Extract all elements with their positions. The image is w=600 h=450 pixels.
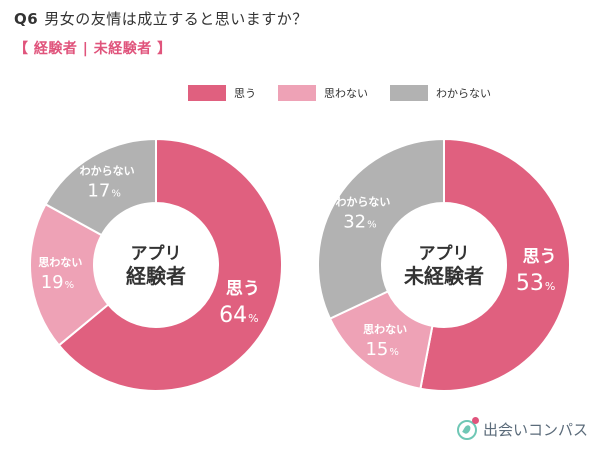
chart1-unit-disagree: % bbox=[65, 280, 75, 291]
legend-item-unsure: わからない bbox=[390, 85, 491, 101]
chart1-label-disagree: 思わない bbox=[38, 256, 82, 269]
legend-swatch-agree bbox=[188, 85, 226, 101]
chart1-unit-agree: % bbox=[248, 312, 258, 325]
chart2-center-label-line2: 未経験者 bbox=[404, 264, 484, 288]
chart2-unit-disagree: % bbox=[389, 347, 399, 358]
chart2-slice-agree bbox=[419, 137, 571, 392]
chart2-unit-unsure: % bbox=[367, 220, 377, 231]
question-text: 男女の友情は成立すると思いますか？ bbox=[44, 10, 308, 28]
legend-swatch-disagree bbox=[278, 85, 316, 101]
chart1-label-unsure: わからない bbox=[80, 164, 135, 177]
chart1-center-label-line2: 経験者 bbox=[126, 264, 186, 288]
brand-logo-text: 出会いコンパス bbox=[482, 421, 588, 439]
question-number: Q6 bbox=[14, 10, 39, 28]
chart2-slice-unsure bbox=[317, 137, 445, 320]
compass-heart-logo-icon bbox=[456, 416, 479, 440]
legend-swatch-unsure bbox=[390, 85, 428, 101]
legend-item-agree: 思う bbox=[188, 85, 256, 101]
chart2-center-label-line1: アプリ bbox=[419, 243, 470, 264]
chart1-slice-unsure bbox=[44, 137, 157, 237]
legend: 思う 思わない わからない bbox=[188, 85, 513, 101]
chart1-slice-agree bbox=[57, 137, 283, 392]
question-title: Q6 男女の友情は成立すると思いますか？ bbox=[14, 8, 308, 29]
chart2-unit-agree: % bbox=[545, 280, 555, 293]
chart-subtitle: 【 経験者 | 未経験者 】 bbox=[14, 41, 172, 57]
legend-item-disagree: 思わない bbox=[278, 85, 368, 101]
chart2-label-unsure: わからない bbox=[335, 196, 390, 209]
legend-label-disagree: 思わない bbox=[324, 87, 368, 100]
legend-label-unsure: わからない bbox=[436, 87, 491, 100]
chart2-label-disagree: 思わない bbox=[363, 323, 407, 336]
legend-label-agree: 思う bbox=[234, 87, 256, 100]
chart1-label-agree: 思う bbox=[226, 279, 260, 299]
chart1-slice-disagree bbox=[29, 202, 110, 347]
chart1-center-label-line1: アプリ bbox=[131, 243, 182, 264]
chart1-unit-unsure: % bbox=[111, 188, 121, 199]
brand-logo: 出会いコンパス bbox=[456, 416, 588, 440]
chart2-label-agree: 思う bbox=[523, 247, 557, 267]
